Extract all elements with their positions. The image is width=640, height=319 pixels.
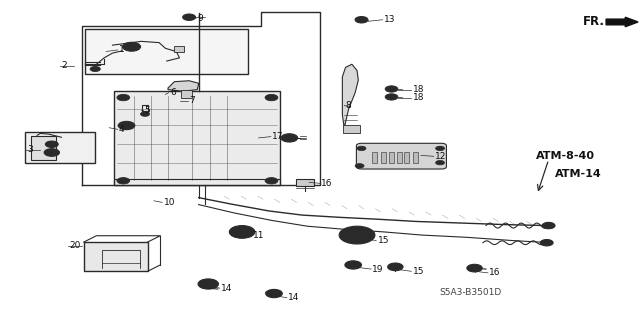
Circle shape xyxy=(266,289,282,298)
Circle shape xyxy=(122,123,131,128)
Text: 8: 8 xyxy=(346,101,351,110)
Text: 13: 13 xyxy=(384,15,396,24)
Text: 5: 5 xyxy=(145,106,150,115)
Bar xyxy=(413,152,418,163)
Circle shape xyxy=(118,122,135,130)
Text: 18: 18 xyxy=(413,93,424,102)
Circle shape xyxy=(198,279,218,289)
Circle shape xyxy=(44,149,60,156)
Text: 20: 20 xyxy=(70,241,81,250)
Text: S5A3-B3501D: S5A3-B3501D xyxy=(439,288,501,297)
Bar xyxy=(296,179,314,187)
Text: FR.: FR. xyxy=(583,16,605,28)
Text: 6: 6 xyxy=(170,88,175,97)
Circle shape xyxy=(388,263,403,271)
Circle shape xyxy=(123,42,141,51)
Polygon shape xyxy=(168,81,198,91)
Bar xyxy=(115,91,280,185)
FancyBboxPatch shape xyxy=(356,143,447,169)
Text: 11: 11 xyxy=(253,231,264,240)
Circle shape xyxy=(45,141,58,147)
Polygon shape xyxy=(342,64,358,128)
Circle shape xyxy=(436,160,445,165)
Bar xyxy=(25,131,95,163)
Text: ATM-8-40: ATM-8-40 xyxy=(536,151,595,161)
Text: 14: 14 xyxy=(221,284,232,293)
Text: 4: 4 xyxy=(119,125,124,134)
Text: 9: 9 xyxy=(197,14,203,23)
Circle shape xyxy=(265,178,278,184)
FancyArrow shape xyxy=(606,17,638,27)
Bar xyxy=(343,124,360,133)
Circle shape xyxy=(236,229,248,235)
Circle shape xyxy=(385,86,398,92)
Text: 17: 17 xyxy=(272,132,284,141)
Text: ATM-14: ATM-14 xyxy=(555,169,602,179)
Bar xyxy=(85,29,248,74)
Text: 2: 2 xyxy=(61,61,67,70)
Bar xyxy=(174,47,184,52)
Circle shape xyxy=(436,146,445,151)
Circle shape xyxy=(339,226,375,244)
Text: 18: 18 xyxy=(413,85,424,94)
Circle shape xyxy=(349,263,358,267)
Bar xyxy=(180,90,192,98)
Text: 14: 14 xyxy=(288,293,300,302)
Bar xyxy=(381,152,386,163)
Text: 19: 19 xyxy=(372,264,384,274)
Text: 12: 12 xyxy=(435,152,446,161)
Text: 3: 3 xyxy=(28,145,33,154)
Circle shape xyxy=(345,261,362,269)
Bar xyxy=(404,152,410,163)
Circle shape xyxy=(357,146,366,151)
Bar xyxy=(397,152,402,163)
Bar xyxy=(372,152,378,163)
Text: 1: 1 xyxy=(119,45,125,55)
Circle shape xyxy=(467,264,482,272)
Text: 16: 16 xyxy=(489,268,500,278)
Circle shape xyxy=(355,164,364,168)
Text: 15: 15 xyxy=(413,267,424,276)
Circle shape xyxy=(117,178,130,184)
Circle shape xyxy=(385,94,398,100)
Circle shape xyxy=(182,14,195,20)
Circle shape xyxy=(265,94,278,101)
Text: 10: 10 xyxy=(164,198,175,207)
Bar xyxy=(84,242,148,271)
Bar xyxy=(389,152,394,163)
Circle shape xyxy=(540,240,553,246)
Circle shape xyxy=(229,226,255,238)
Circle shape xyxy=(90,66,100,71)
Circle shape xyxy=(355,17,368,23)
Circle shape xyxy=(348,230,367,240)
Circle shape xyxy=(117,94,130,101)
Circle shape xyxy=(542,222,555,229)
Circle shape xyxy=(203,281,213,286)
Circle shape xyxy=(281,134,298,142)
Text: 16: 16 xyxy=(321,179,333,188)
Bar xyxy=(31,136,56,160)
Circle shape xyxy=(141,112,150,116)
Text: 7: 7 xyxy=(189,96,195,105)
Text: 15: 15 xyxy=(378,236,389,245)
Circle shape xyxy=(269,291,278,296)
